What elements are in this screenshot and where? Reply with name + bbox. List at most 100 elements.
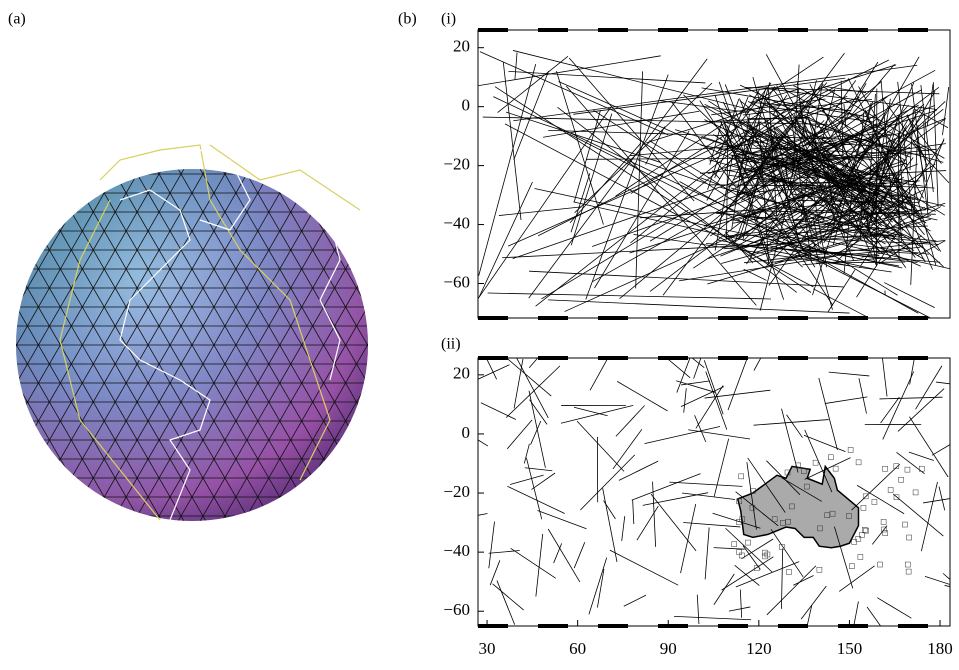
cell-edge (938, 486, 946, 511)
mesh-line (16, 194, 203, 521)
cell-edge (612, 428, 643, 470)
fine-cell (898, 477, 904, 483)
ray-path (769, 129, 787, 185)
frame-bar (838, 356, 868, 360)
ray-path (883, 206, 942, 239)
cell-edge (781, 548, 784, 609)
ray-path (873, 153, 909, 222)
frame-bar (898, 356, 928, 360)
cell-edge (705, 371, 728, 430)
ray-path (742, 181, 803, 260)
ray-path (920, 85, 934, 192)
ray-path (556, 70, 604, 225)
ray-path (723, 235, 866, 250)
ray-path (823, 199, 884, 255)
cell-edge (909, 358, 915, 385)
frame-bar (478, 28, 508, 32)
cell-edge (696, 594, 700, 624)
ray-path (630, 84, 824, 244)
ray-path (878, 235, 922, 265)
cell-edge (856, 485, 905, 515)
ray-path (512, 165, 782, 260)
x-tick-label: 120 (746, 639, 772, 658)
ray-path (741, 119, 892, 217)
fine-cell (863, 527, 869, 534)
mesh-line (99, 169, 351, 521)
cell-edge (523, 443, 530, 464)
ray-path (709, 120, 723, 165)
ray-path (504, 123, 814, 288)
x-tick-label: 30 (479, 639, 496, 658)
mesh-line (181, 169, 368, 496)
cell-edge (853, 601, 859, 626)
cell-edge (676, 358, 691, 393)
ray-path (758, 117, 770, 264)
cell-edge (735, 491, 779, 527)
ray-path (502, 61, 522, 220)
mesh-line (50, 169, 301, 521)
cell-edge (942, 573, 950, 580)
mesh-line (16, 169, 219, 505)
cell-edge (753, 358, 762, 371)
fine-cell (764, 551, 771, 558)
fine-cell (902, 521, 908, 528)
panel-label: (a) (8, 11, 26, 28)
fine-cell (860, 505, 867, 511)
ray-path (730, 218, 950, 270)
ray-path (884, 282, 935, 309)
cell-edge (683, 388, 687, 413)
ray-path (720, 194, 866, 257)
ray-path (570, 113, 613, 246)
cell-edge (652, 481, 657, 547)
ray-path (782, 80, 817, 209)
cell-edge (882, 371, 915, 440)
ray-path (774, 215, 932, 263)
ray-path (731, 140, 837, 157)
ray-path (794, 119, 849, 207)
cell-edge (650, 493, 697, 552)
cell-edge (770, 528, 804, 578)
cell-edge (879, 396, 943, 400)
cell-edge (681, 380, 711, 386)
frame-bar (598, 624, 628, 628)
fine-cell (745, 539, 751, 546)
mesh-line (165, 185, 368, 521)
ray-path (738, 86, 767, 178)
cell-edge (892, 493, 944, 537)
cell-edge (781, 477, 822, 502)
cell-edge (621, 516, 626, 541)
ray-path (747, 101, 865, 162)
ray-path (792, 209, 927, 221)
ray-path (754, 235, 795, 246)
cell-edge (676, 380, 716, 393)
ray-path (768, 88, 937, 110)
cell-edge (623, 594, 647, 607)
y-tick-label: −20 (443, 482, 470, 501)
mesh-line (214, 213, 368, 521)
ray-path (740, 166, 802, 201)
ray-path (573, 110, 601, 203)
cell-edge (576, 420, 625, 472)
ray-path (512, 50, 762, 113)
ray-path (932, 82, 939, 207)
y-tick-label: −20 (443, 155, 470, 174)
cell-edge (781, 408, 799, 473)
ray-path (594, 130, 690, 289)
cell-edge (636, 505, 659, 541)
cell-edge (693, 358, 702, 379)
cell-edge (703, 360, 724, 415)
ray-path (513, 70, 550, 160)
ray-path (859, 203, 863, 241)
fine-cell (862, 493, 869, 500)
frame-bar (658, 624, 688, 628)
ray-path (566, 85, 757, 306)
ray-path (835, 174, 923, 264)
fine-cell (905, 561, 911, 568)
ray-path (761, 123, 927, 224)
ray-path (718, 134, 794, 151)
ray-path (534, 188, 903, 269)
ray-path (802, 257, 885, 266)
ray-path (772, 94, 788, 116)
frame-bar (718, 624, 748, 628)
fine-cell (882, 466, 888, 472)
